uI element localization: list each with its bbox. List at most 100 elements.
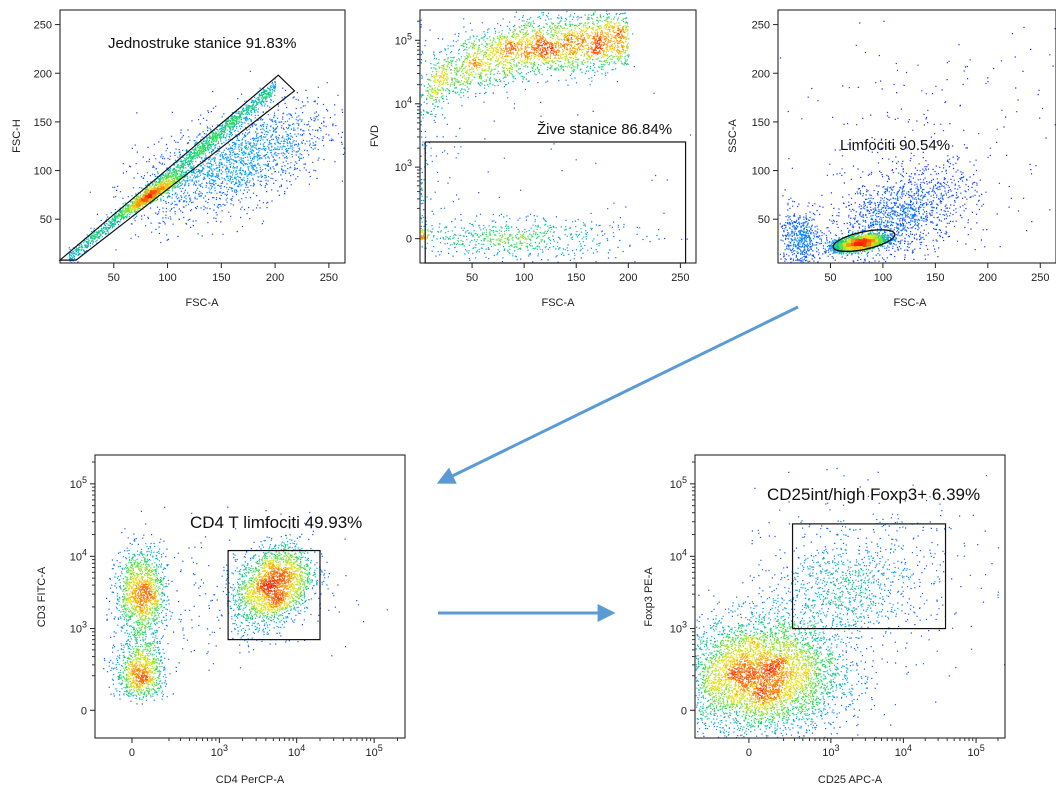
scatter-point-group [891,230,899,243]
y-tick-label: 103 [395,158,412,174]
scatter-point-group [77,83,290,256]
scatter-point-group [858,230,864,235]
scatter-point-group [128,210,133,214]
x-axis-label: CD4 PerCP-A [216,774,285,786]
scatter-point-group [767,671,772,676]
scatter-point-group [152,190,158,196]
scatter-point-group [160,174,165,180]
scatter-point-group [842,246,848,252]
scatter-point-group [168,170,173,175]
treg-gate [791,523,947,630]
scatter-point-group [259,579,265,584]
scatter-point-group [165,171,169,175]
scatter-point-group [735,663,777,697]
scatter-point-group [842,238,848,243]
panel-treg: 0 103 104 105 0 103 104 105 CD25int/high Foxp3+… [643,454,1006,786]
scatter-point-group [755,663,781,696]
scatter-point-group [148,186,154,192]
axis-ticks: 50 100 150 200 250 50 100 150 200 250 [34,20,338,284]
scatter-point-group [143,587,265,596]
scatter-point-group [858,234,864,240]
tick-exponent: 4 [682,547,687,557]
scatter-point-group [267,587,272,593]
scatter-points [695,467,1006,739]
y-tick-label: 103 [70,620,87,636]
y-tick-label: 150 [752,117,770,129]
scatter-point-group [196,150,201,156]
scatter-point-group [739,663,761,700]
scatter-point-group [144,194,150,200]
scatter-point-group [592,51,597,55]
scatter-point-group [168,190,174,195]
scatter-point-group [862,238,868,244]
scatter-point-group [425,59,577,241]
y-tick-label: 0 [681,705,687,717]
scatter-point-group [886,242,892,247]
scatter-point-group [132,198,137,204]
tick-exponent: 3 [82,620,87,630]
scatter-point-group [890,238,895,244]
scatter-point-group [902,207,907,215]
scatter-point-group [858,238,864,244]
scatter-point-group [747,663,760,704]
scatter-point-group [878,234,884,240]
panel-cd4-t-cells: 0 103 104 105 0 103 104 105 CD4 T limfociti 49.… [36,454,406,786]
y-tick-label: 104 [70,547,87,563]
gate-shape [58,74,296,261]
panel-live-cells: 50 100 150 200 250 0 103 104 105 Žive stanice 86… [369,9,697,309]
scatter-point-group [139,583,145,609]
scatter-point-group [544,42,549,46]
scatter-point-group [144,190,150,196]
scatter-point-group [271,575,276,580]
scatter-point-group [727,672,780,693]
scatter-point-group [152,186,157,192]
scatter-point-group [133,113,325,223]
scatter-point-group [156,190,161,195]
scatter-point-group [147,579,296,672]
singlets-gate [58,74,296,261]
plot-frame [94,454,406,739]
scatter-point-group [870,234,876,239]
scatter-point-group [116,101,334,244]
scatter-point-group [263,579,268,584]
scatter-point-group [122,87,344,239]
scatter-point-group [846,238,852,244]
scatter-point-group [90,114,319,229]
scatter-point-group [862,234,868,240]
scatter-point-group [854,246,860,251]
scatter-point-group [798,230,835,244]
gate-label-singlets: Jednostruke stanice 91.83% [108,35,296,52]
scatter-point-group [803,183,933,219]
axis-ticks: 50 100 150 200 250 50 100 150 200 250 [752,20,1050,284]
scatter-point-group [204,118,229,155]
scatter-point-group [759,667,780,680]
panel-singlets: 50 100 150 200 250 50 100 150 200 250 Jednostruke… [11,9,346,309]
scatter-point-group [136,202,142,208]
scatter-point-group [136,198,142,204]
scatter-point-group [842,242,848,248]
gate-label-lymphocytes: Limfociti 90.54% [840,137,950,154]
tick-exponent: 5 [82,475,87,485]
scatter-point-group [112,96,330,225]
x-tick-label: 200 [979,272,997,284]
scatter-point-group [104,98,268,235]
scatter-point-group [271,579,277,585]
scatter-point-group [739,667,780,684]
scatter-point-group [279,595,284,601]
scatter-point-group [287,571,292,577]
x-tick-label: 104 [288,743,305,759]
scatter-point-group [263,583,273,589]
scatter-point-group [735,671,777,680]
scatter-points [420,10,692,264]
scatter-points [103,506,388,705]
scatter-point-group [166,195,169,199]
scatter-point-group [850,242,856,248]
scatter-point-group [164,178,169,183]
scatter-point-group [858,242,864,248]
scatter-point-group [698,467,1006,739]
axis-ticks: 0 103 104 105 0 103 104 105 [670,461,999,759]
x-tick-label: 103 [822,743,839,759]
tick-exponent: 4 [407,95,412,105]
scatter-point-group [160,182,166,188]
tick-exponent: 4 [907,743,912,753]
